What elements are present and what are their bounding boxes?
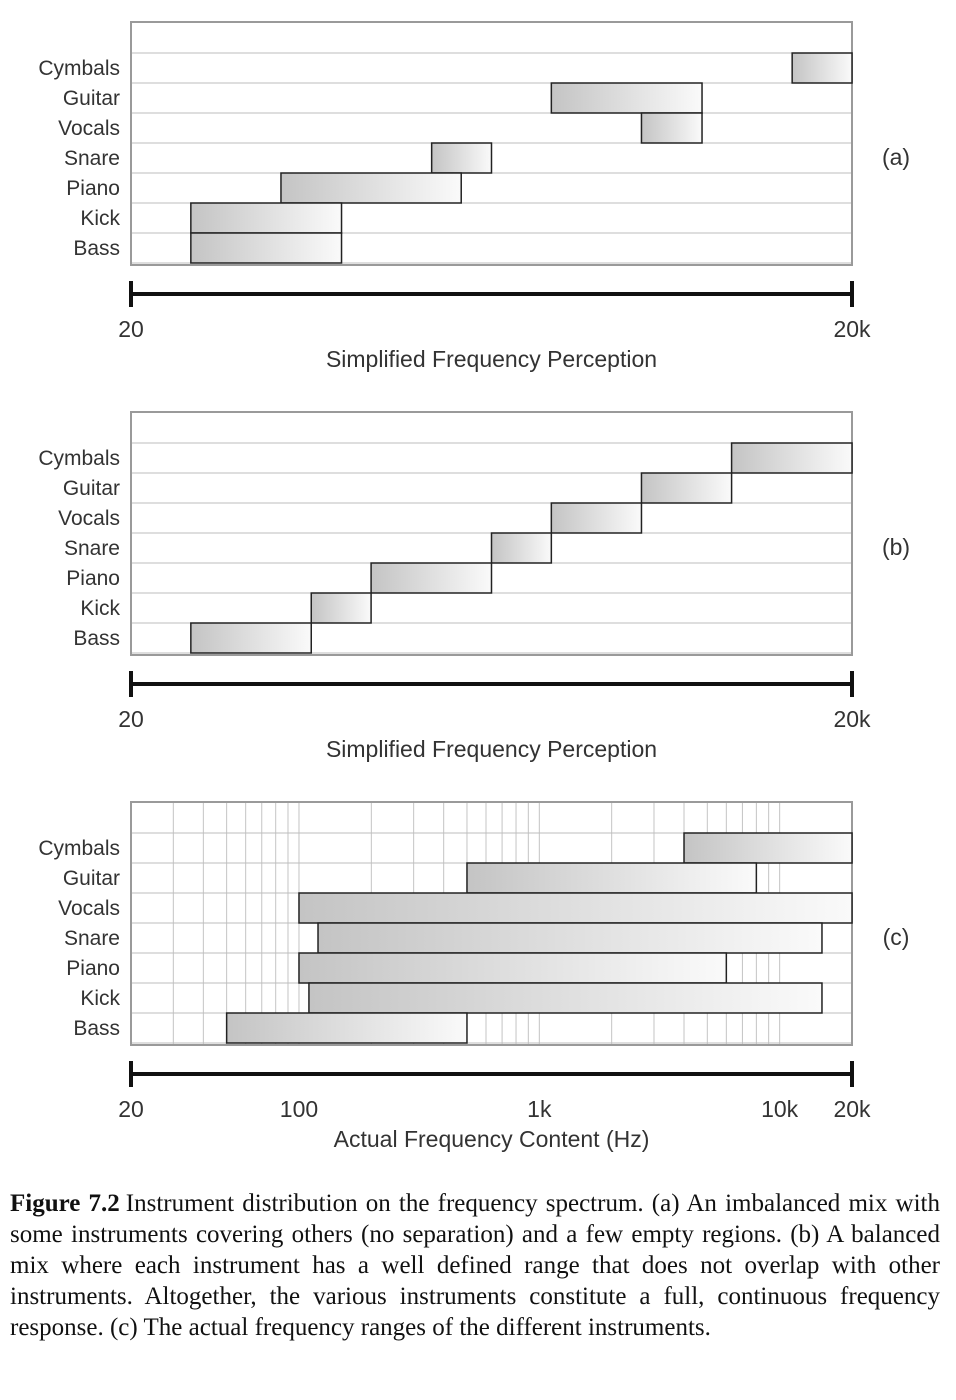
bar-piano <box>298 952 728 984</box>
frequency-figure: Cymbals Guitar Vocals Snare Piano Kick Bass (a)… <box>38 21 910 1152</box>
row-label-bass: Bass <box>73 627 120 650</box>
bar-cymbals <box>730 442 853 474</box>
x-tick-label-10k: 10k <box>761 1096 799 1122</box>
bar-bass <box>190 622 312 654</box>
bar-kick <box>190 202 343 234</box>
chart-panel-1: Cymbals Guitar Vocals Snare Piano Kick Bass (a)… <box>38 21 910 372</box>
x-tick-label-20k: 20k <box>833 706 871 732</box>
plot-frame <box>130 21 853 266</box>
row-label-guitar: Guitar <box>63 87 120 110</box>
chart-panel-2: Cymbals Guitar Vocals Snare Piano Kick Bass (b)… <box>38 411 910 762</box>
bar-bass <box>190 232 343 264</box>
row-label-vocals: Vocals <box>58 117 120 140</box>
x-tick-label-20: 20 <box>118 706 144 732</box>
bar-guitar <box>640 472 733 504</box>
row-label-guitar: Guitar <box>63 477 120 500</box>
row-label-kick: Kick <box>80 987 120 1010</box>
x-tick-label-20: 20 <box>118 316 144 342</box>
x-tick-label-100: 100 <box>280 1096 318 1122</box>
row-label-snare: Snare <box>64 927 120 950</box>
row-label-vocals: Vocals <box>58 897 120 920</box>
x-tick-label-1k: 1k <box>527 1096 552 1122</box>
bar-vocals <box>298 892 853 924</box>
x-tick-label-20k: 20k <box>833 316 871 342</box>
bar-kick <box>308 982 823 1014</box>
figure-caption: Figure 7.2 Instrument distribution on the… <box>10 1188 940 1343</box>
row-label-bass: Bass <box>73 237 120 260</box>
row-label-snare: Snare <box>64 147 120 170</box>
row-label-kick: Kick <box>80 597 120 620</box>
bar-piano <box>280 172 462 204</box>
row-label-piano: Piano <box>66 567 120 590</box>
x-tick-label-20k: 20k <box>833 1096 871 1122</box>
row-label-bass: Bass <box>73 1017 120 1040</box>
caption-figure-number: Figure 7.2 <box>10 1190 120 1217</box>
row-label-snare: Snare <box>64 537 120 560</box>
row-label-piano: Piano <box>66 177 120 200</box>
x-axis-title: Simplified Frequency Perception <box>326 736 657 762</box>
caption-text: Instrument distribution on the frequency… <box>10 1190 940 1341</box>
bar-snare <box>317 922 823 954</box>
x-tick-label-20: 20 <box>118 1096 144 1122</box>
bar-bass <box>225 1012 468 1044</box>
row-label-piano: Piano <box>66 957 120 980</box>
plot-frame <box>130 411 853 656</box>
bar-snare <box>490 532 553 564</box>
x-axis-title: Simplified Frequency Perception <box>326 346 657 372</box>
bar-kick <box>310 592 372 624</box>
row-label-guitar: Guitar <box>63 867 120 890</box>
bar-guitar <box>550 82 703 114</box>
bar-piano <box>370 562 493 594</box>
row-label-cymbals: Cymbals <box>38 837 120 860</box>
row-label-vocals: Vocals <box>58 507 120 530</box>
chart-panel-3: Cymbals Guitar Vocals Snare Piano Kick Bass (c)… <box>38 801 910 1152</box>
bar-vocals <box>640 112 703 144</box>
x-axis-title: Actual Frequency Content (Hz) <box>334 1126 650 1152</box>
bar-cymbals <box>791 52 853 84</box>
panel-label: (b) <box>882 534 910 560</box>
row-label-cymbals: Cymbals <box>38 447 120 470</box>
panel-label: (c) <box>883 924 910 950</box>
row-label-cymbals: Cymbals <box>38 57 120 80</box>
panel-label: (a) <box>882 144 910 170</box>
bar-snare <box>430 142 493 174</box>
bar-cymbals <box>683 832 853 864</box>
bar-vocals <box>550 502 643 534</box>
row-label-kick: Kick <box>80 207 120 230</box>
bar-guitar <box>466 862 758 894</box>
